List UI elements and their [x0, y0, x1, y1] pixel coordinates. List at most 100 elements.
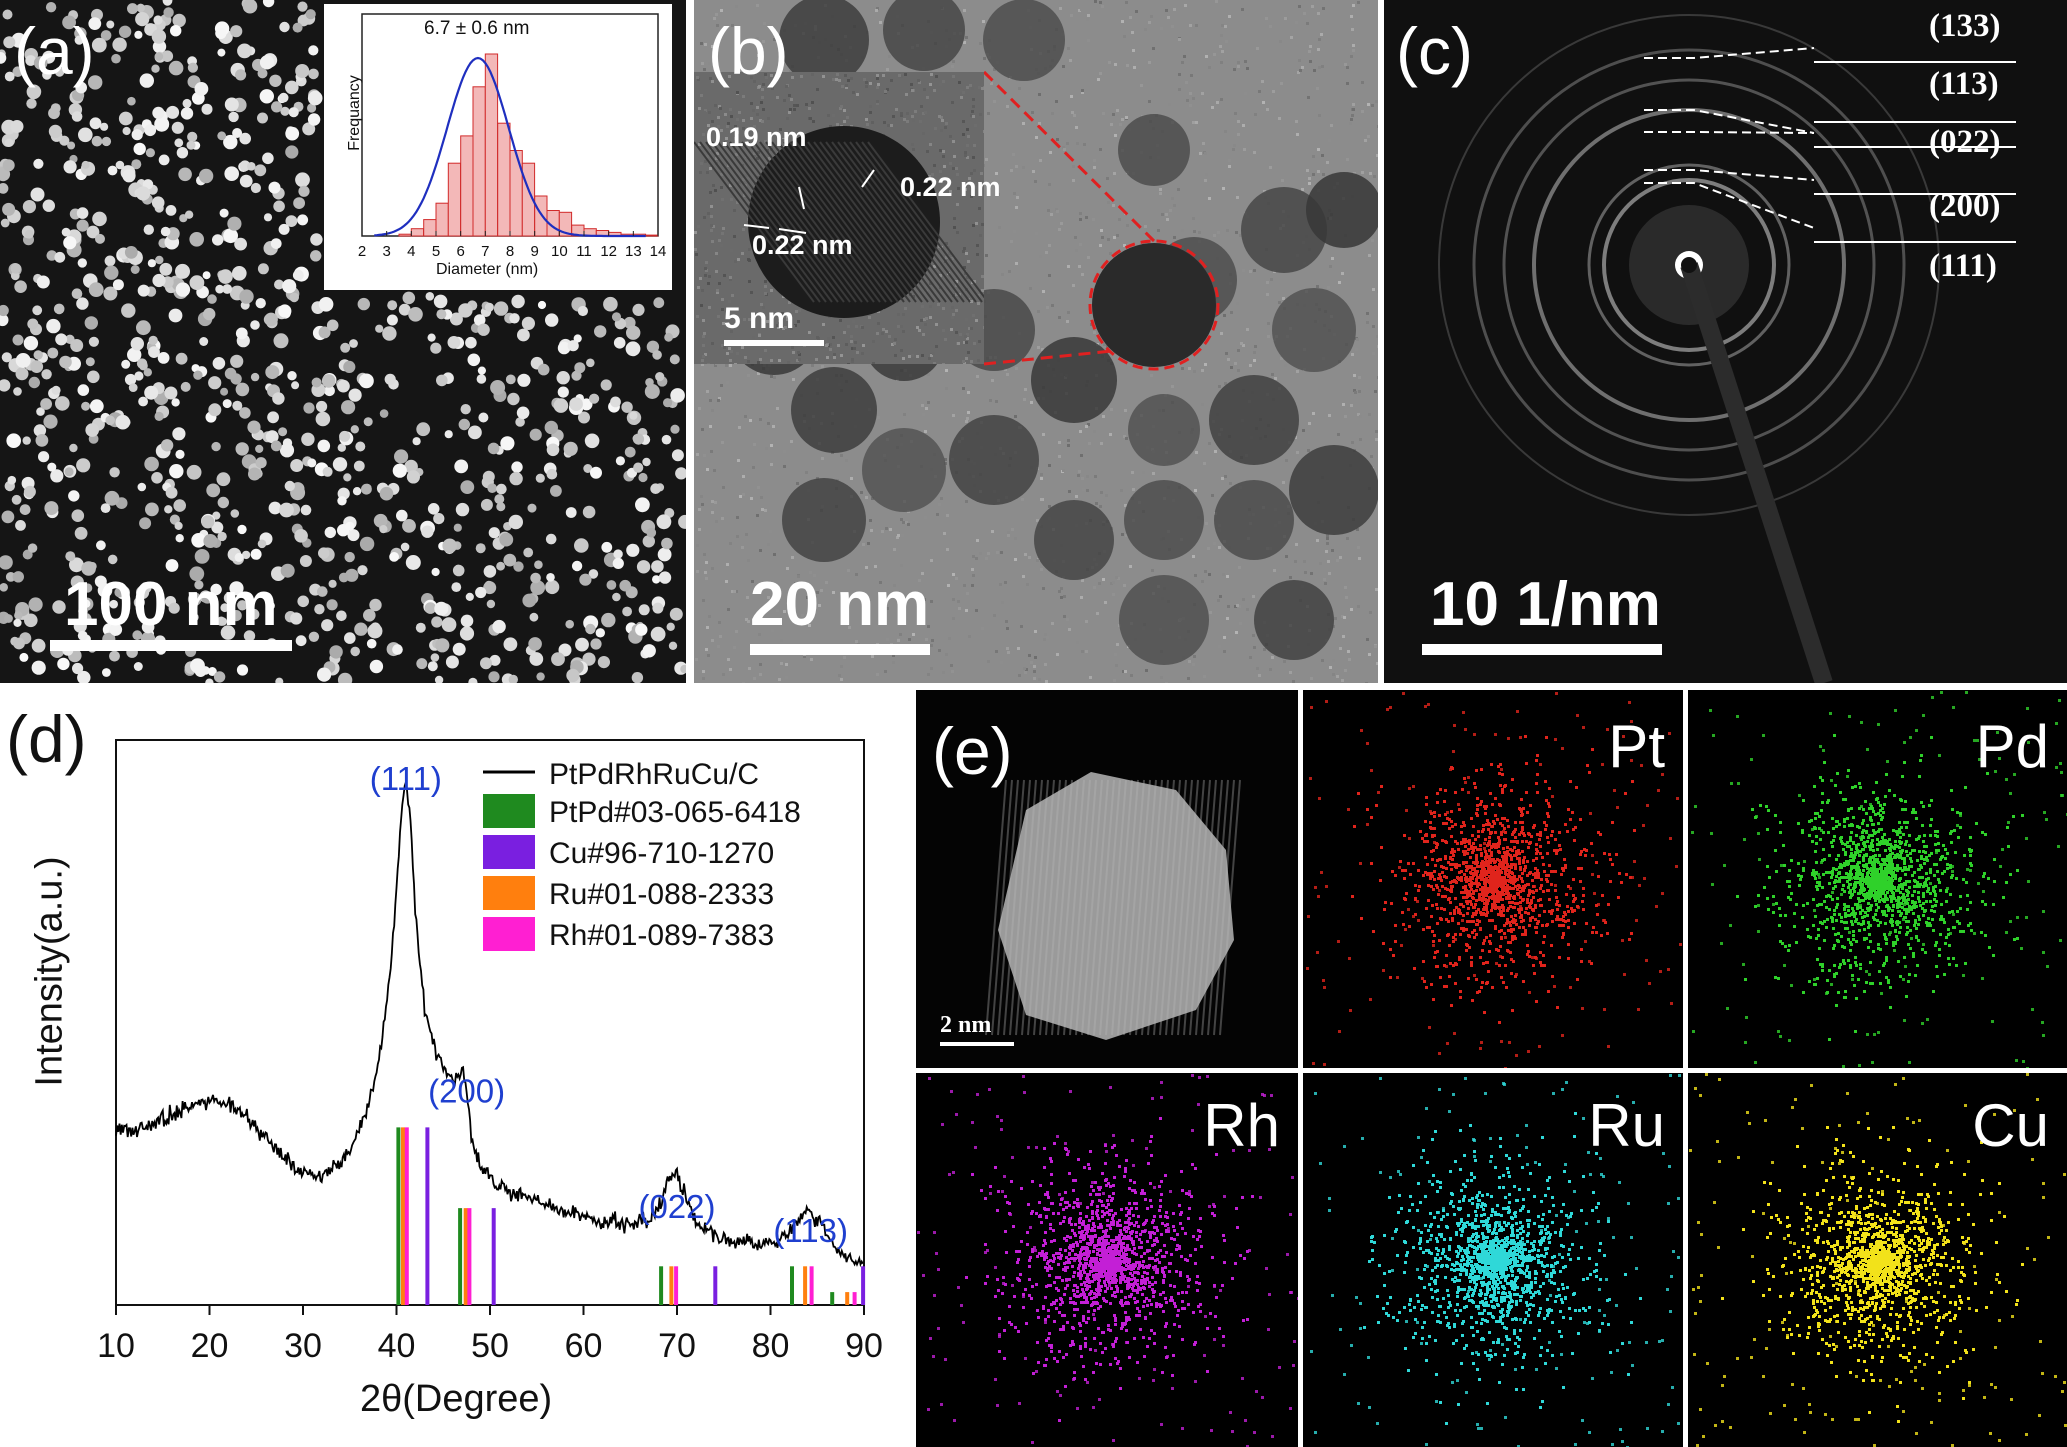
tem-particles	[729, 0, 1378, 665]
histogram-tick-label: 3	[382, 243, 390, 260]
size-histogram: 2 3 4 5 6 7 8 9 10 11 12 13 14	[358, 13, 667, 260]
histogram-tick-label: 5	[432, 243, 440, 260]
haadf-scale-label: 2 nm	[940, 1012, 992, 1038]
eds-map-cu: Cu	[1688, 1073, 2067, 1447]
ring-index-leader	[1644, 131, 1815, 134]
histogram-bar	[410, 228, 425, 237]
histogram-bar	[398, 233, 412, 237]
beam-stopper	[1680, 262, 1833, 683]
histogram-bar	[558, 211, 573, 237]
legend-label-reference: Ru#01-088-2333	[549, 878, 774, 911]
xrd-peak-index-label: (111)	[370, 760, 442, 797]
size-histogram-inset: 2 3 4 5 6 7 8 9 10 11 12 13 14 6.7 ± 0.6 nm Frequanc…	[324, 4, 672, 290]
hrtem-inset-texture	[694, 73, 984, 364]
legend-swatch-reference	[483, 835, 535, 869]
panel-a-scale-label: 100 nm	[64, 570, 278, 639]
panel-b-label: (b)	[708, 14, 789, 88]
haadf-scale-bar	[940, 1042, 1014, 1046]
ring-index-leader	[1644, 109, 1815, 134]
xrd-peak-index-label: (200)	[428, 1072, 505, 1109]
haadf-particle-body	[985, 772, 1241, 1040]
xrd-peak-index-label: (113)	[773, 1212, 848, 1249]
eds-map-rh: Rh	[916, 1073, 1298, 1447]
histogram-bar	[534, 195, 548, 237]
panel-b-scale-label: 20 nm	[750, 570, 930, 639]
haadf-tile: (e) 2 nm	[916, 690, 1298, 1068]
xrd-x-tick-label: 40	[378, 1327, 416, 1365]
xrd-peak-index-label: (022)	[638, 1188, 715, 1225]
legend-label-reference: Cu#96-710-1270	[549, 837, 774, 870]
histogram-tick-label: 14	[650, 243, 667, 260]
zoom-line-bottom	[983, 349, 1113, 366]
panel-e-label: (e)	[932, 714, 1013, 788]
ring-label-022: (022)	[1929, 124, 2001, 160]
eds-dots	[1306, 692, 1682, 1068]
highlight-circle	[1088, 239, 1220, 371]
ring-index-leader	[1644, 169, 1815, 181]
cu-dots	[1689, 1073, 2067, 1447]
xrd-x-tick-label: 90	[845, 1327, 883, 1365]
legend-label-pattern: PtPdRhRuCu/C	[549, 758, 759, 791]
ring-index-leader	[1644, 182, 1815, 229]
histogram-ylabel: Frequancy	[346, 75, 363, 151]
histogram-tick-label: 8	[506, 243, 514, 260]
pd-dots	[1691, 691, 2067, 1068]
xrd-pattern-line	[115, 781, 864, 1268]
histogram-tick-label: 12	[600, 243, 617, 260]
panel-d-xrd-chart: 10 20 30 40 50 60 70 80 90 (111) (200) (022) (113) Pt…	[0, 690, 916, 1447]
histogram-bar	[460, 135, 474, 237]
eds-map-ru: Ru	[1303, 1073, 1683, 1447]
pd-label: Pd	[1975, 713, 2049, 780]
histogram-bar	[509, 150, 523, 237]
panel-b-tem-image: 0.19 nm 0.22 nm 0.22 nm 5 nm (b) 20 nm	[694, 0, 1378, 683]
xrd-x-tick-label: 20	[191, 1327, 229, 1365]
zoom-line-top	[982, 70, 1156, 243]
rh-label: Rh	[1203, 1092, 1280, 1159]
xrd-x-tick-label: 10	[97, 1327, 135, 1365]
panel-c-diffraction-rings	[1438, 14, 2016, 683]
spacing-label-3: 0.22 nm	[752, 230, 853, 260]
panel-c-label: (c)	[1396, 14, 1473, 88]
legend-swatch-reference	[483, 794, 535, 828]
legend-label-reference: Rh#01-089-7383	[549, 919, 774, 952]
panel-c-saed-image: (c) (133) (113) (022) (200) (111) 10 1/n…	[1384, 0, 2067, 683]
panel-a-sem-image: (a) 100 nm 2 3 4 5 6 7 8 9 10 11 12 13 14 6.7 ± 0.6 …	[0, 0, 686, 683]
panel-c-scale-label: 10 1/nm	[1430, 570, 1661, 639]
ring-index-leader	[1644, 47, 1815, 59]
xrd-x-tick-label: 80	[752, 1327, 790, 1365]
spacing-label-2: 0.22 nm	[900, 172, 1001, 202]
cu-label: Cu	[1972, 1092, 2049, 1159]
histogram-bar	[447, 162, 462, 237]
xrd-plot: 10 20 30 40 50 60 70 80 90 (111) (200) (022) (113) Pt…	[97, 739, 883, 1365]
histogram-xlabel: Diameter (nm)	[436, 261, 539, 278]
histogram-tick-label: 10	[551, 243, 568, 260]
eds-dots	[1310, 1074, 1681, 1447]
histogram-bar	[645, 234, 659, 237]
panel-a-scale-bar	[50, 640, 292, 651]
ru-label: Ru	[1588, 1092, 1665, 1159]
xrd-x-tick-label: 70	[658, 1327, 696, 1365]
legend-swatch-reference	[483, 876, 535, 910]
rh-dots	[917, 1074, 1298, 1447]
panel-d-label: (d)	[6, 702, 87, 776]
pt-label: Pt	[1608, 713, 1665, 780]
histogram-tick-label: 7	[481, 243, 489, 260]
eds-dots	[1691, 691, 2067, 1068]
histogram-tick-label: 9	[530, 243, 538, 260]
xrd-x-tick-label: 50	[471, 1327, 509, 1365]
histogram-bar	[497, 122, 511, 237]
histogram-tick-label: 6	[456, 243, 464, 260]
panel-a-particles	[0, 0, 686, 683]
panel-e-eds-maps: (e) 2 nm Pt Pd Rh Ru Cu	[916, 690, 2067, 1447]
xrd-x-axis-label: 2θ(Degree)	[360, 1378, 553, 1420]
histogram-tick-label: 13	[625, 243, 642, 260]
eds-dots	[1689, 1073, 2067, 1447]
ring-label-133: (133)	[1929, 8, 2001, 44]
histogram-title: 6.7 ± 0.6 nm	[424, 18, 530, 39]
xrd-x-tick-label: 60	[565, 1327, 603, 1365]
eds-dots	[917, 1074, 1298, 1447]
legend-swatch-reference	[483, 917, 535, 951]
legend-label-reference: PtPd#03-065-6418	[549, 796, 801, 829]
xrd-y-axis-label: Intensity(a.u.)	[28, 856, 71, 1087]
histogram-tick-label: 11	[576, 243, 592, 260]
